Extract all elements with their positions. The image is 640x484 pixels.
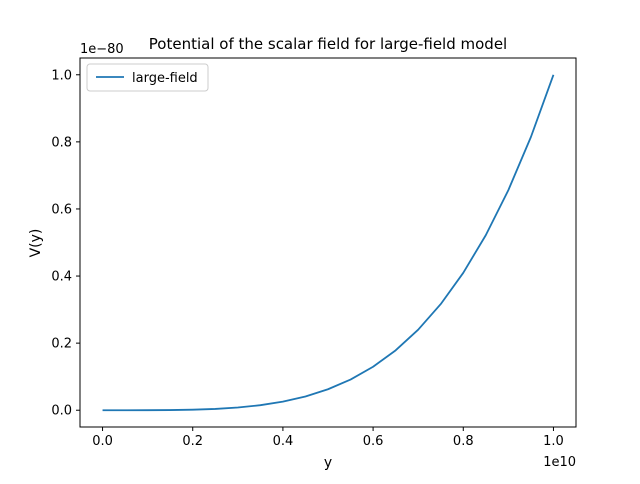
- x-tick-label: 0.2: [182, 434, 203, 449]
- chart-title: Potential of the scalar field for large-…: [149, 35, 507, 53]
- x-offset-label: 1e10: [543, 455, 576, 470]
- y-axis-ticks: 0.0 0.2 0.4 0.6 0.8 1.0: [51, 68, 80, 419]
- y-axis-label: V(y): [28, 229, 44, 258]
- series-layer: [102, 74, 555, 412]
- series-line-large-field: [102, 74, 555, 412]
- x-axis-label: y: [324, 455, 332, 471]
- x-tick-label: 1.0: [543, 434, 564, 449]
- y-tick-label: 1.0: [51, 68, 72, 83]
- y-tick-label: 0.8: [51, 135, 72, 150]
- x-axis-ticks: 0.0 0.2 0.4 0.6 0.8 1.0: [92, 427, 564, 449]
- y-tick-label: 0.0: [51, 404, 72, 419]
- legend-box: [86, 63, 209, 92]
- x-tick-label: 0.4: [273, 434, 294, 449]
- y-offset-label: 1e−80: [80, 42, 124, 57]
- x-tick-label: 0.8: [453, 434, 474, 449]
- x-tick-label: 0.6: [363, 434, 384, 449]
- y-tick-label: 0.4: [51, 270, 72, 285]
- y-tick-label: 0.2: [51, 337, 72, 352]
- x-tick-label: 0.0: [92, 434, 113, 449]
- legend-label-large-field: large-field: [132, 71, 198, 86]
- plot-frame: [79, 57, 577, 428]
- y-tick-label: 0.6: [51, 202, 72, 217]
- legend: large-field: [86, 63, 209, 92]
